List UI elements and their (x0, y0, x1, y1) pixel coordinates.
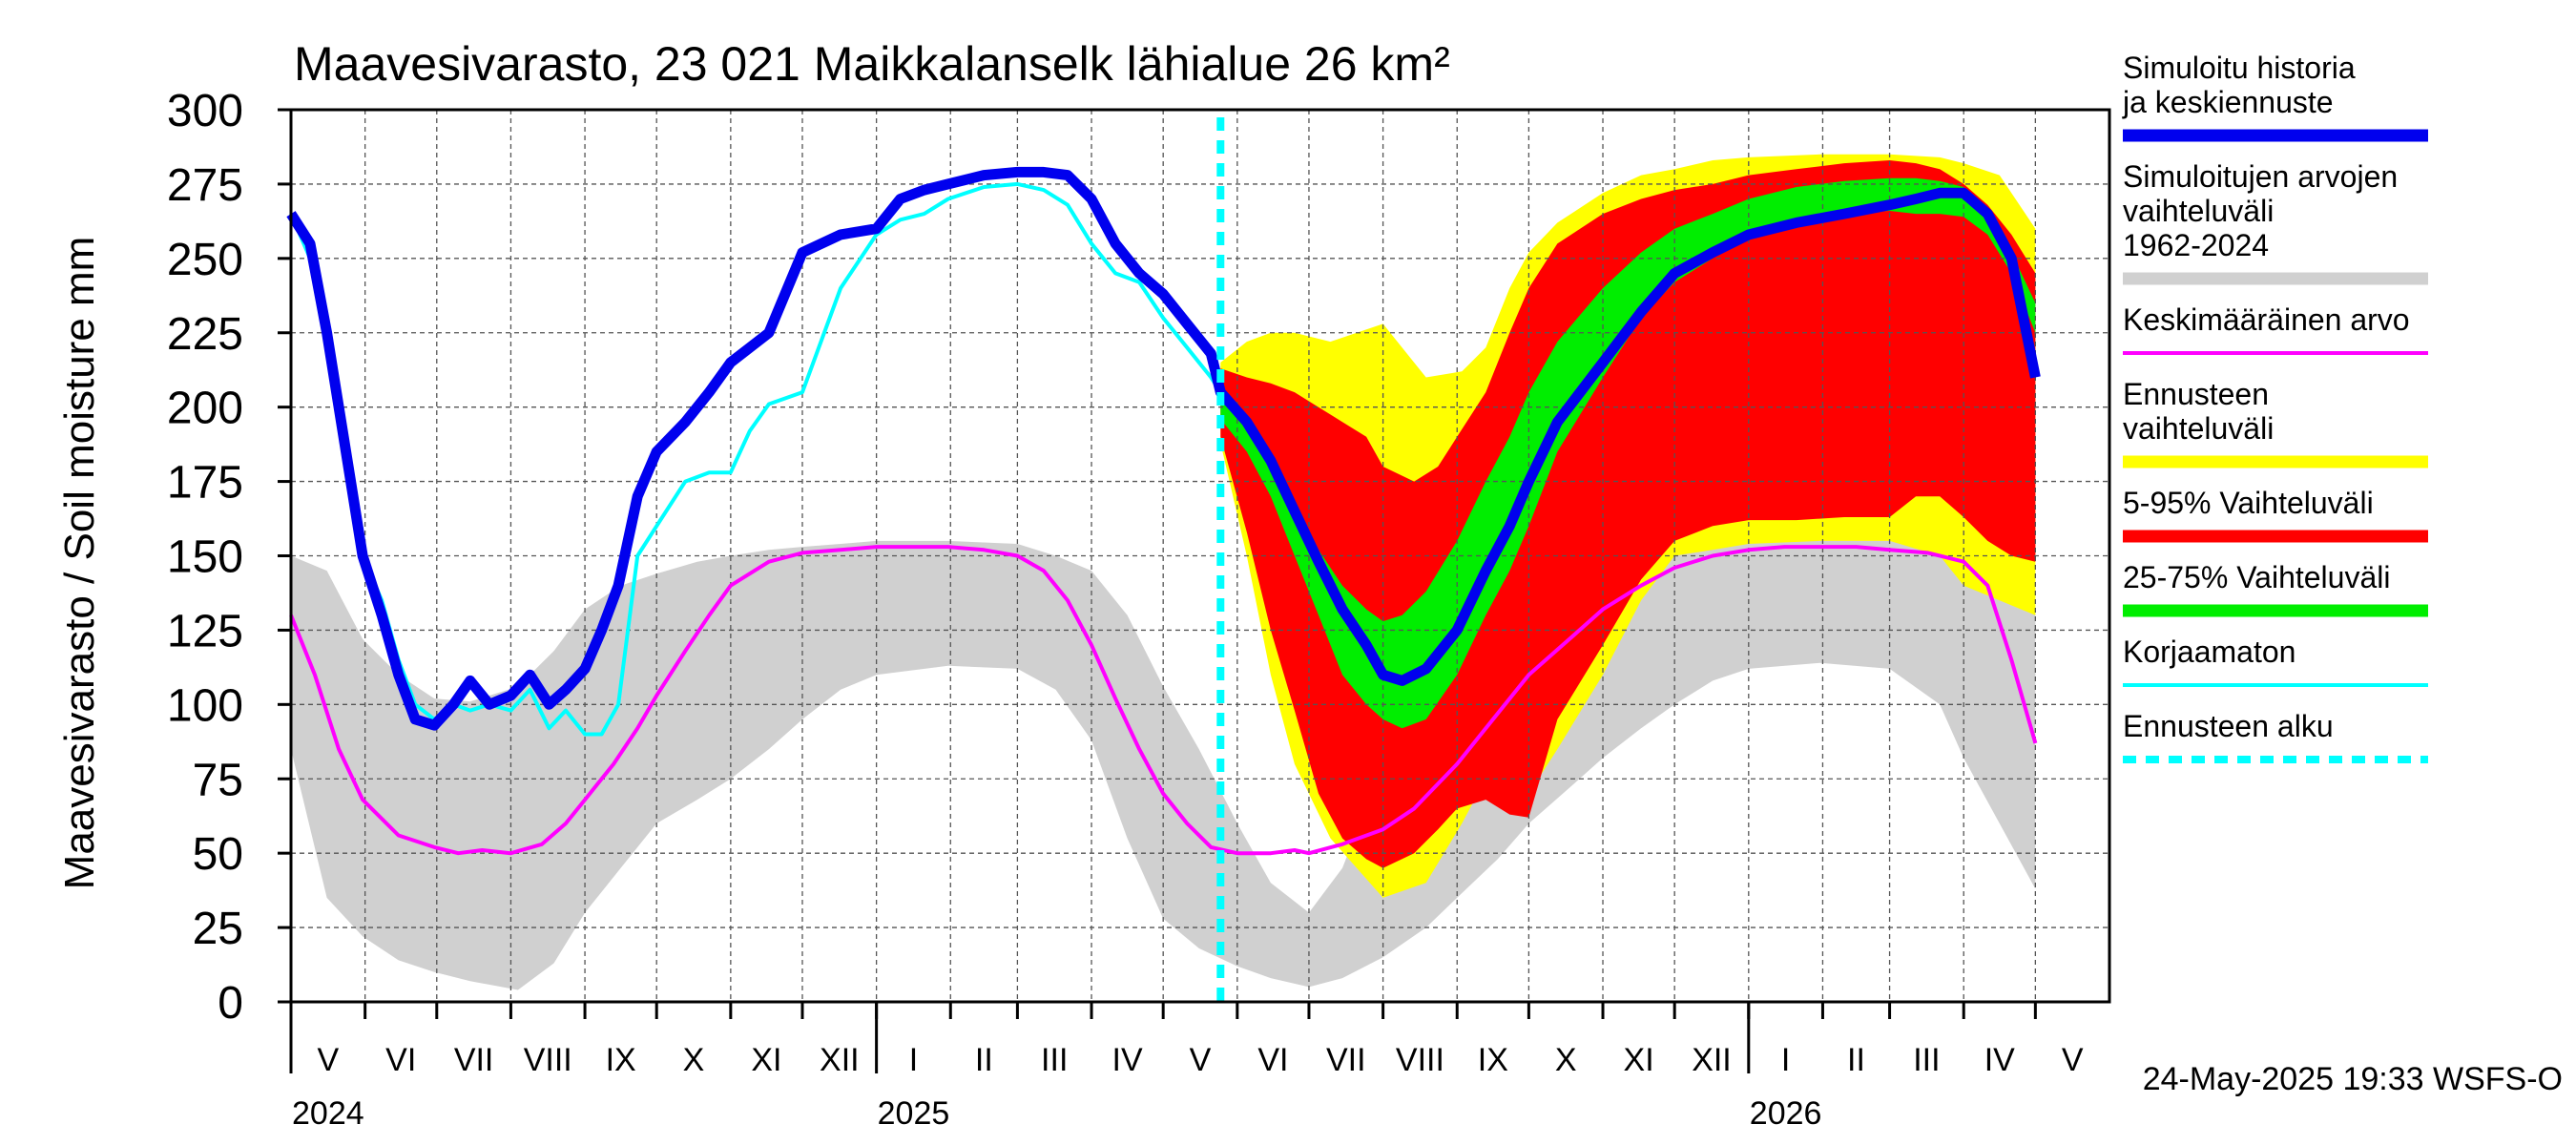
timestamp-label: 24-May-2025 19:33 WSFS-O (2143, 1061, 2563, 1097)
x-month-label: I (909, 1042, 918, 1078)
x-month-label: VI (385, 1042, 416, 1078)
x-month-label: VI (1257, 1042, 1288, 1078)
x-month-label: VII (1326, 1042, 1366, 1078)
legend-label: Ennusteen vaihteluväli (2123, 377, 2274, 446)
y-axis: 0 25 50 75 100 125 150 175 200 225 250 275 300 (167, 86, 291, 1029)
x-month-label: XII (820, 1042, 860, 1078)
x-month-label: V (2062, 1042, 2084, 1078)
y-tick-label: 150 (167, 532, 243, 583)
x-year-label: 2025 (878, 1095, 950, 1132)
legend-label: 25-75% Vaihteluväli (2123, 560, 2390, 594)
x-month-label: VII (454, 1042, 494, 1078)
line-keskim-r-inen-arvo (289, 545, 2038, 856)
x-month-label: VIII (524, 1042, 572, 1078)
series-lines (286, 166, 2041, 856)
legend-label: Korjaamaton (2123, 635, 2296, 669)
y-tick-label: 125 (167, 606, 243, 656)
x-month-label: IX (606, 1042, 636, 1078)
y-tick-label: 100 (167, 680, 243, 731)
legend-label: Keskimääräinen arvo (2123, 302, 2410, 337)
x-month-label: X (1555, 1042, 1577, 1078)
legend: Simuloitu historia ja keskiennuste Simuloi… (2122, 51, 2428, 763)
x-month-label: II (975, 1042, 993, 1078)
legend-label: Ennusteen alku (2123, 709, 2334, 743)
x-month-label: II (1847, 1042, 1865, 1078)
legend-label: Simuloitujen arvojen vaihteluväli 1962-202… (2123, 159, 2398, 262)
x-month-label: III (1913, 1042, 1940, 1078)
y-tick-label: 200 (167, 384, 243, 434)
x-month-label: VIII (1396, 1042, 1444, 1078)
y-tick-label: 0 (218, 978, 243, 1029)
y-tick-label: 300 (167, 86, 243, 136)
y-tick-label: 175 (167, 458, 243, 509)
x-month-label: V (317, 1042, 339, 1078)
legend-label: 5-95% Vaihteluväli (2123, 486, 2374, 520)
x-year-label: 2026 (1750, 1095, 1822, 1132)
x-month-label: XI (751, 1042, 781, 1078)
y-tick-label: 25 (193, 904, 243, 954)
x-month-label: XII (1692, 1042, 1732, 1078)
band-25-75-vaihteluv-li (1220, 177, 2036, 729)
x-month-label: IX (1478, 1042, 1508, 1078)
x-month-label: X (683, 1042, 705, 1078)
x-month-label: IV (1112, 1042, 1143, 1078)
y-tick-label: 250 (167, 235, 243, 285)
legend-label: Simuloitu historia ja keskiennuste (2122, 51, 2356, 119)
line-simuloitu-historia-ja-keskiennuste (286, 166, 2041, 731)
x-month-label: XI (1624, 1042, 1654, 1078)
chart-title: Maavesivarasto, 23 021 Maikkalanselk läh… (294, 37, 1450, 91)
grid-lines (291, 110, 2109, 1002)
y-tick-label: 275 (167, 160, 243, 211)
x-month-label: V (1190, 1042, 1212, 1078)
x-month-label: III (1041, 1042, 1068, 1078)
x-month-label: I (1781, 1042, 1790, 1078)
x-year-label: 2024 (292, 1095, 364, 1132)
x-month-label: IV (1984, 1042, 2015, 1078)
x-axis: V VI VII VIII IX X XI XII I II III IV V VI VII VIII IX X X… (289, 1002, 2084, 1132)
y-tick-label: 225 (167, 309, 243, 360)
y-tick-label: 50 (193, 829, 243, 880)
y-axis-label: Maavesivarasto / Soil moisture mm (56, 237, 103, 890)
y-tick-label: 75 (193, 755, 243, 805)
